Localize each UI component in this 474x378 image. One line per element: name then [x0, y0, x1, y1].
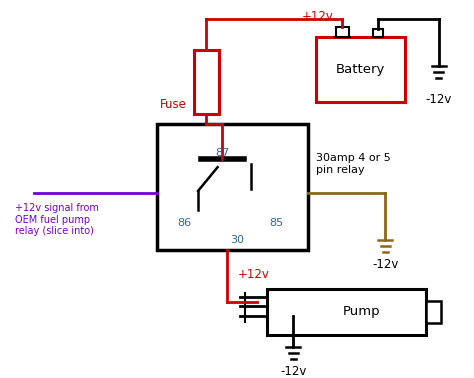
Bar: [336, 27, 349, 37]
Text: -12v: -12v: [372, 258, 399, 271]
Text: 30amp 4 or 5
pin relay: 30amp 4 or 5 pin relay: [316, 153, 390, 175]
Text: +12v: +12v: [238, 268, 270, 281]
Bar: [157, 124, 308, 250]
Bar: [426, 301, 441, 323]
Bar: [316, 37, 405, 102]
Text: 86: 86: [178, 218, 191, 228]
Bar: [373, 29, 383, 37]
Text: -12v: -12v: [426, 93, 452, 106]
Text: Battery: Battery: [336, 63, 385, 76]
Bar: [194, 50, 219, 115]
Text: -12v: -12v: [280, 365, 306, 378]
Text: 30: 30: [230, 235, 244, 245]
Text: 85: 85: [270, 218, 284, 228]
Text: 87: 87: [215, 148, 229, 158]
Text: Fuse: Fuse: [160, 98, 187, 111]
Text: +12v: +12v: [302, 10, 334, 23]
Text: Pump: Pump: [342, 305, 380, 318]
Text: +12v signal from
OEM fuel pump
relay (slice into): +12v signal from OEM fuel pump relay (sl…: [15, 203, 99, 236]
Bar: [267, 289, 426, 335]
